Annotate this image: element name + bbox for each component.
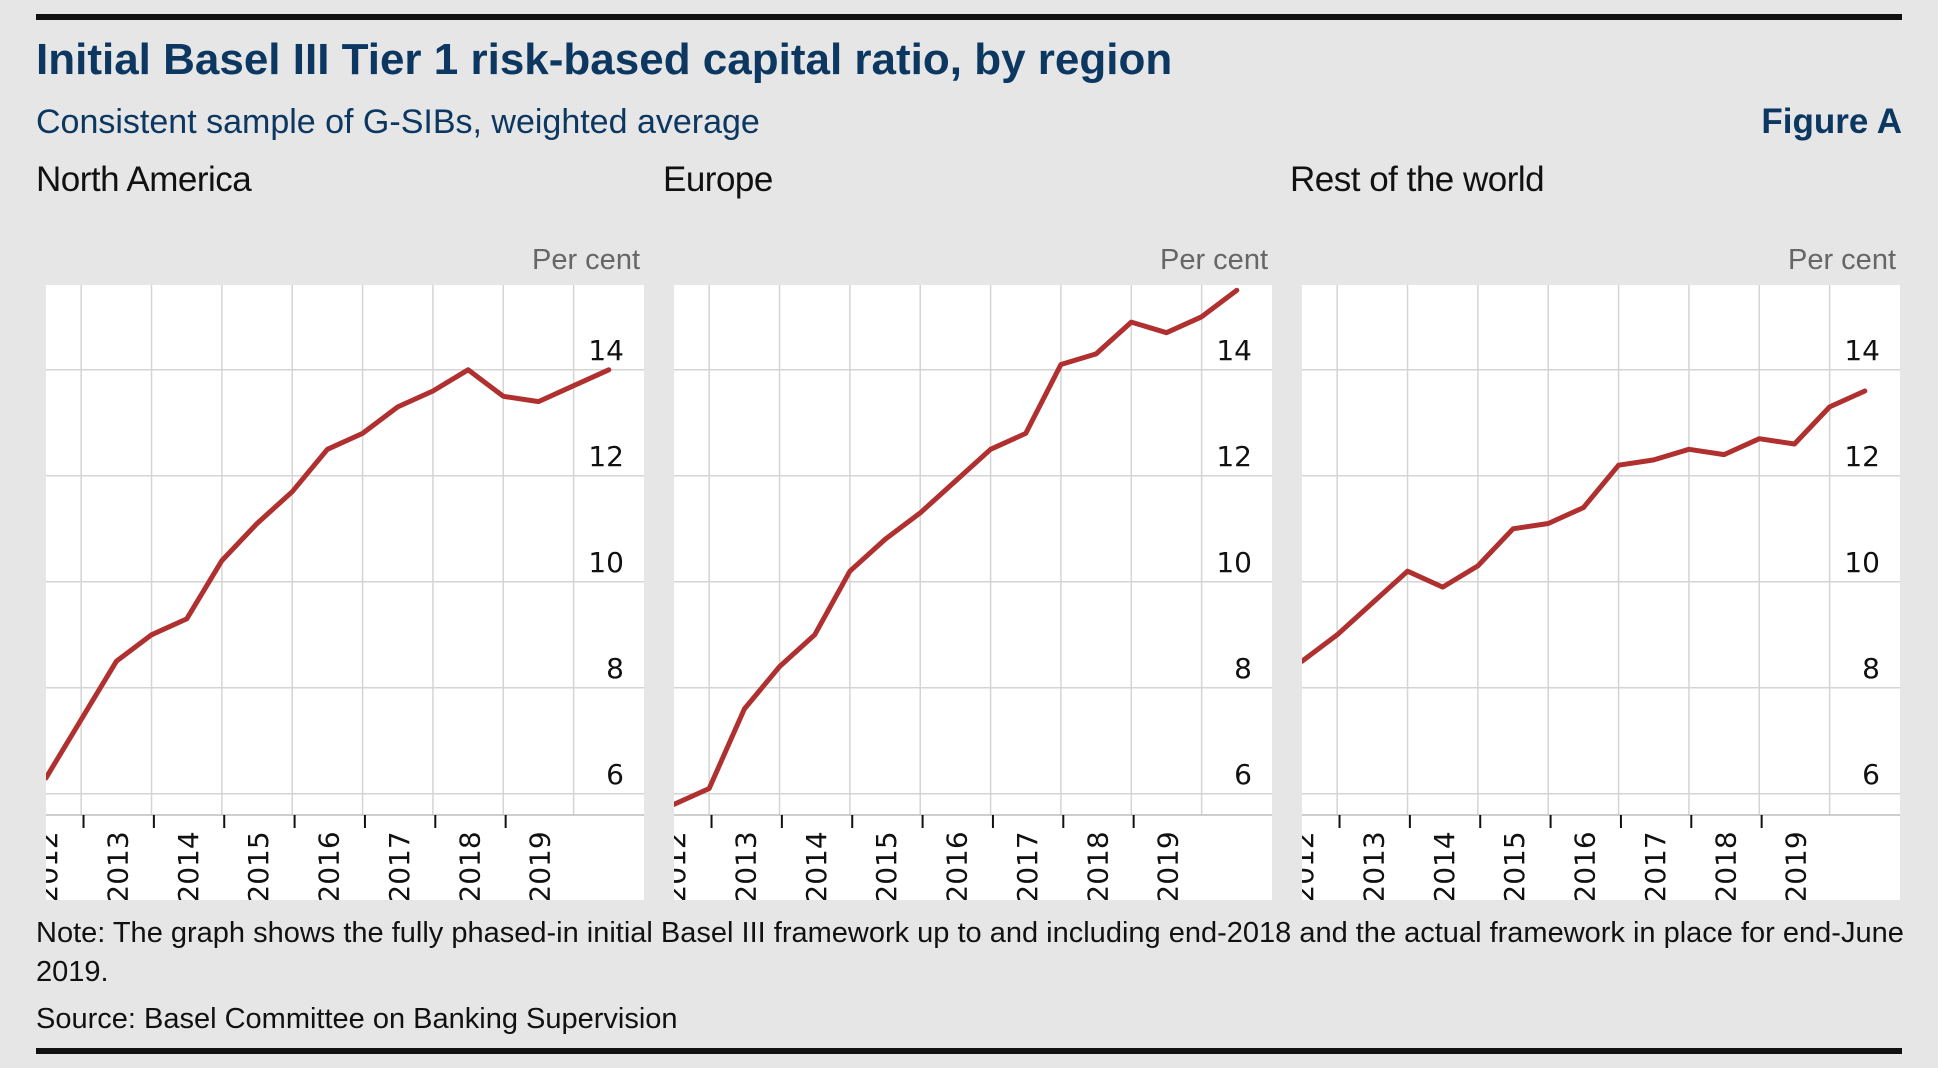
chart-title: Initial Basel III Tier 1 risk-based capi… bbox=[36, 35, 1173, 84]
series-line bbox=[674, 287, 1240, 807]
x-tick-label: 2014 bbox=[800, 831, 833, 900]
y-tick-label: 14 bbox=[1216, 334, 1252, 367]
x-tick-label: 2017 bbox=[383, 831, 416, 900]
x-tick-label: 2016 bbox=[941, 831, 974, 900]
y-tick-label: 6 bbox=[1862, 758, 1880, 791]
x-tick-label: 2012 bbox=[1302, 831, 1320, 900]
y-tick-label: 6 bbox=[1234, 758, 1252, 791]
x-tick-label: 2013 bbox=[1358, 831, 1391, 900]
y-tick-label: 10 bbox=[588, 546, 624, 579]
y-tick-label: 14 bbox=[1844, 334, 1880, 367]
chart-subtitle: Consistent sample of G-SIBs, weighted av… bbox=[36, 103, 760, 141]
y-tick-label: 12 bbox=[1216, 440, 1252, 473]
x-tick-label: 2019 bbox=[1152, 831, 1185, 900]
note-text: Note: The graph shows the fully phased-i… bbox=[36, 917, 1904, 988]
line-chart-panel-0: 2012 2013 2014 2015 2016 2017 2018 2019 6 8 10 12 14 bbox=[46, 285, 644, 900]
series-line bbox=[1302, 388, 1868, 664]
x-tick-label: 2012 bbox=[674, 831, 692, 900]
panel-title-2: Rest of the world bbox=[1290, 160, 1545, 199]
y-unit-label-0: Per cent bbox=[532, 244, 640, 276]
y-tick-label: 8 bbox=[606, 652, 624, 685]
x-tick-label: 2015 bbox=[242, 831, 275, 900]
x-tick-label: 2018 bbox=[1081, 831, 1114, 900]
x-tick-label: 2013 bbox=[102, 831, 135, 900]
top-rule bbox=[36, 14, 1902, 20]
x-tick-label: 2019 bbox=[524, 831, 557, 900]
y-tick-label: 8 bbox=[1862, 652, 1880, 685]
y-tick-label: 12 bbox=[588, 440, 624, 473]
plot-background bbox=[1302, 285, 1900, 900]
y-tick-label: 8 bbox=[1234, 652, 1252, 685]
x-tick-label: 2014 bbox=[1428, 831, 1461, 900]
x-tick-label: 2012 bbox=[46, 831, 64, 900]
panel-title-0: North America bbox=[36, 160, 252, 199]
x-tick-label: 2016 bbox=[1569, 831, 1602, 900]
y-tick-label: 14 bbox=[588, 334, 624, 367]
x-tick-label: 2017 bbox=[1639, 831, 1672, 900]
x-tick-label: 2019 bbox=[1780, 831, 1813, 900]
x-tick-label: 2018 bbox=[1709, 831, 1742, 900]
plot-background bbox=[674, 285, 1272, 900]
x-tick-label: 2015 bbox=[1498, 831, 1531, 900]
x-tick-label: 2016 bbox=[313, 831, 346, 900]
x-tick-label: 2015 bbox=[870, 831, 903, 900]
y-unit-label-2: Per cent bbox=[1788, 244, 1896, 276]
plot-background bbox=[46, 285, 644, 900]
figure-label: Figure A bbox=[1761, 102, 1902, 141]
bottom-rule bbox=[36, 1048, 1902, 1054]
y-tick-label: 6 bbox=[606, 758, 624, 791]
x-tick-label: 2014 bbox=[172, 831, 205, 900]
source-text: Source: Basel Committee on Banking Super… bbox=[36, 1003, 678, 1035]
x-tick-label: 2017 bbox=[1011, 831, 1044, 900]
line-chart-panel-1: 2012 2013 2014 2015 2016 2017 2018 2019 6 8 10 12 14 bbox=[674, 285, 1272, 900]
series-line bbox=[46, 367, 612, 781]
panel-title-1: Europe bbox=[663, 160, 773, 199]
line-chart-panel-2: 2012 2013 2014 2015 2016 2017 2018 2019 6 8 10 12 14 bbox=[1302, 285, 1900, 900]
y-tick-label: 12 bbox=[1844, 440, 1880, 473]
y-unit-label-1: Per cent bbox=[1160, 244, 1268, 276]
y-tick-label: 10 bbox=[1216, 546, 1252, 579]
y-tick-label: 10 bbox=[1844, 546, 1880, 579]
x-tick-label: 2013 bbox=[730, 831, 763, 900]
x-tick-label: 2018 bbox=[453, 831, 486, 900]
